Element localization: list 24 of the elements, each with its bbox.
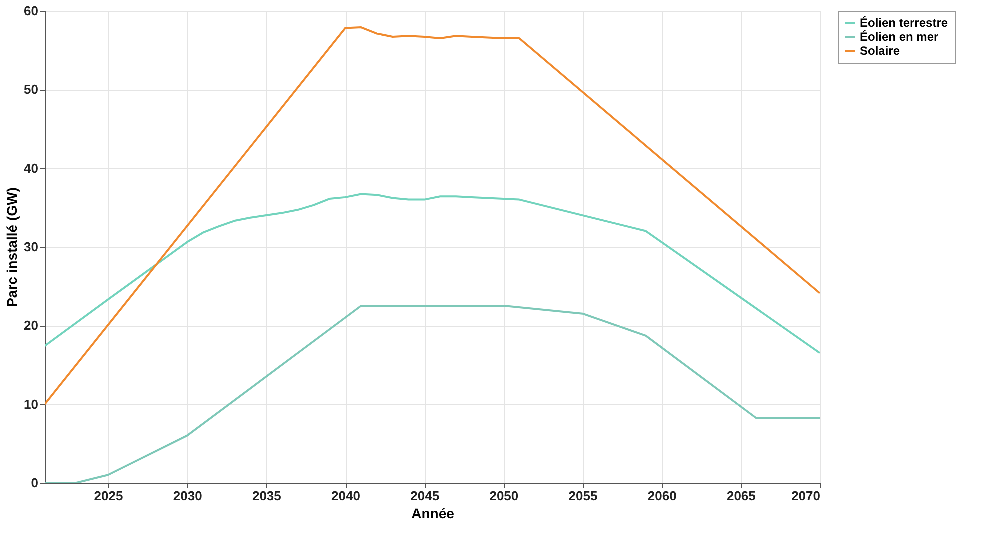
y-tick-label: 0 <box>31 476 38 490</box>
x-tick-label: 2045 <box>410 488 440 504</box>
x-tick-label: 2065 <box>726 488 756 504</box>
y-tick-label: 20 <box>24 318 38 334</box>
y-tick-label: 30 <box>24 240 38 254</box>
x-tick-label: 2040 <box>332 488 360 504</box>
x-tick-label: 2035 <box>252 488 282 504</box>
line-series <box>45 193 820 354</box>
y-tick-label: 60 <box>24 4 38 18</box>
x-tick-label: 2070 <box>792 488 820 504</box>
y-tick-label: 50 <box>24 82 38 98</box>
legend-label: Éolien en mer <box>860 30 940 44</box>
line-series <box>45 26 820 406</box>
legend-label: Solaire <box>860 44 900 58</box>
x-axis-title: Année <box>412 506 455 522</box>
x-tick-label: 2060 <box>648 488 677 504</box>
x-tick-label: 2050 <box>490 488 519 504</box>
y-axis-title: Parc installé (GW) <box>4 188 20 308</box>
y-tick-label: 40 <box>24 160 38 176</box>
x-tick-label: 2030 <box>173 488 202 504</box>
y-tick-label: 10 <box>24 396 38 412</box>
x-tick-label: 2025 <box>94 488 124 504</box>
legend-label: Éolien terrestre <box>860 16 948 30</box>
x-tick-label: 2055 <box>568 488 598 504</box>
